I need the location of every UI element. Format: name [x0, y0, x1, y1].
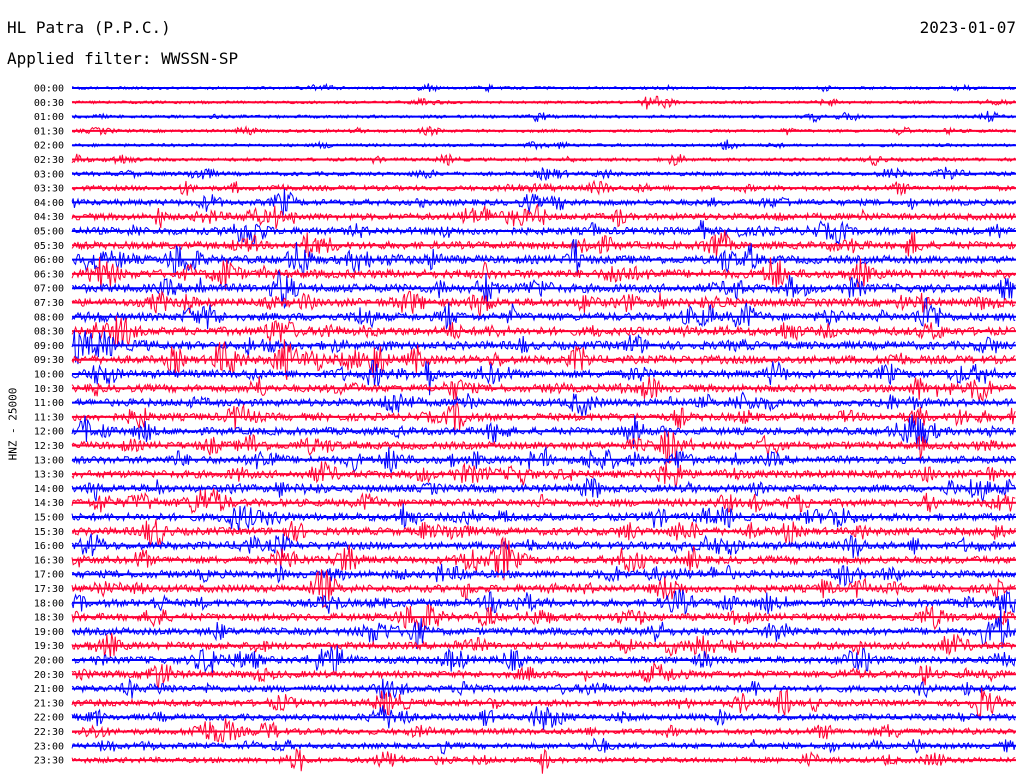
trace-row	[71, 204, 1016, 229]
row-time-label: 12:00	[34, 427, 64, 438]
trace-row	[71, 488, 1016, 515]
row-time-label: 19:00	[34, 627, 64, 638]
row-time-label: 21:00	[34, 684, 64, 695]
trace-row	[71, 289, 1016, 318]
row-time-label: 12:30	[34, 441, 64, 452]
row-time-label: 23:30	[34, 756, 64, 767]
row-time-label: 08:30	[34, 327, 64, 338]
row-time-label: 20:00	[34, 656, 64, 667]
trace-row	[71, 339, 1016, 380]
trace-row	[71, 125, 1016, 137]
row-time-label: 02:30	[34, 155, 64, 166]
row-time-label: 16:30	[34, 555, 64, 566]
row-time-label: 08:00	[34, 312, 64, 323]
row-time-label: 07:30	[34, 298, 64, 309]
row-time-label: 05:00	[34, 227, 64, 238]
trace-row	[71, 166, 1016, 182]
row-time-label: 00:00	[34, 84, 64, 95]
row-time-label: 06:30	[34, 269, 64, 280]
row-time-label: 07:00	[34, 284, 64, 295]
row-time-label: 10:00	[34, 370, 64, 381]
trace-row	[71, 569, 1016, 609]
row-time-label: 17:00	[34, 570, 64, 581]
trace-row	[71, 718, 1016, 743]
trace-row	[71, 461, 1016, 490]
trace-row	[71, 391, 1016, 417]
row-time-label: 01:00	[34, 112, 64, 123]
trace-row	[71, 688, 1016, 720]
row-time-label: 09:00	[34, 341, 64, 352]
row-time-label: 02:00	[34, 141, 64, 152]
trace-row	[71, 445, 1016, 475]
row-time-label: 14:30	[34, 498, 64, 509]
row-time-label: 04:30	[34, 212, 64, 223]
row-time-label: 15:00	[34, 513, 64, 524]
row-time-label: 14:00	[34, 484, 64, 495]
trace-row	[71, 661, 1016, 689]
trace-row	[71, 606, 1016, 649]
row-time-label: 22:30	[34, 727, 64, 738]
row-time-label: 13:30	[34, 470, 64, 481]
row-time-label: 23:00	[34, 741, 64, 752]
row-time-label: 18:30	[34, 613, 64, 624]
trace-row	[71, 359, 1016, 396]
row-time-label: 03:30	[34, 184, 64, 195]
row-time-label: 00:30	[34, 98, 64, 109]
row-time-label: 04:00	[34, 198, 64, 209]
row-time-label: 09:30	[34, 355, 64, 366]
row-time-label: 17:30	[34, 584, 64, 595]
trace-row	[71, 230, 1016, 258]
row-time-label: 22:00	[34, 713, 64, 724]
trace-row	[71, 430, 1016, 465]
station-title: HL Patra (P.P.C.)	[7, 18, 171, 37]
row-time-label: 21:30	[34, 698, 64, 709]
row-time-label: 03:00	[34, 169, 64, 180]
trace-row	[71, 376, 1016, 403]
row-time-label: 16:00	[34, 541, 64, 552]
row-time-label: 06:00	[34, 255, 64, 266]
trace-row	[71, 110, 1016, 124]
row-time-label: 19:30	[34, 641, 64, 652]
row-time-label: 13:00	[34, 455, 64, 466]
row-time-label: 01:30	[34, 126, 64, 137]
row-time-label: 11:30	[34, 412, 64, 423]
filter-label: Applied filter: WWSSN-SP	[7, 49, 239, 68]
date-label: 2023-01-07	[919, 18, 1016, 37]
row-time-label: 20:30	[34, 670, 64, 681]
row-time-label: 10:30	[34, 384, 64, 395]
row-time-label: 18:00	[34, 598, 64, 609]
trace-row	[71, 748, 1016, 774]
trace-row	[71, 589, 1016, 615]
trace-row	[71, 519, 1016, 547]
trace-row	[71, 239, 1016, 277]
trace-row	[71, 269, 1016, 310]
row-time-label: 15:30	[34, 527, 64, 538]
row-time-label: 11:00	[34, 398, 64, 409]
row-time-label: 05:30	[34, 241, 64, 252]
